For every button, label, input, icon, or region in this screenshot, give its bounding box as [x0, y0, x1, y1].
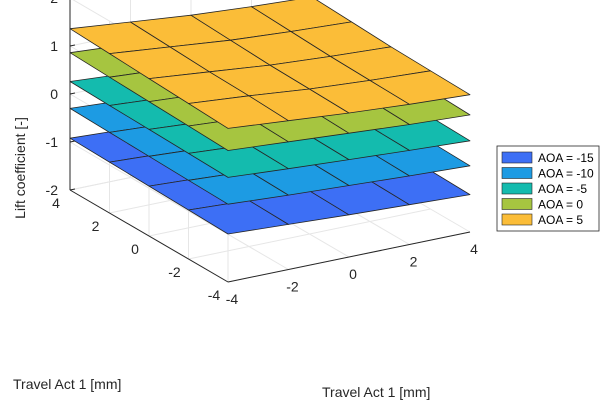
y-axis-label: Travel Act 1 [mm]	[322, 384, 430, 400]
z-axis-label: Lift coefficient [-]	[12, 117, 28, 219]
x-tick-label: 4	[470, 241, 478, 257]
grid-line	[188, 208, 431, 260]
legend-label: AOA = 0	[538, 198, 583, 212]
legend-swatch	[501, 182, 533, 195]
z-tick-mark	[69, 92, 76, 95]
legend-label: AOA = -10	[538, 167, 594, 181]
z-tick-mark	[69, 44, 76, 47]
y-tick-label: 4	[52, 195, 60, 211]
y-tick-label: -2	[168, 264, 181, 280]
x-tick-label: 2	[410, 254, 418, 270]
surface-series-4	[69, 0, 471, 129]
surface-panel	[369, 70, 471, 105]
z-tick-label: -2	[46, 182, 59, 198]
z-tick-label: -1	[46, 134, 59, 150]
z-tick-label: 0	[50, 86, 58, 102]
legend-swatch	[501, 167, 533, 179]
y-tick-label: 0	[131, 241, 139, 257]
y-tick-label: 2	[92, 218, 100, 234]
surface-plots	[69, 0, 471, 235]
legend-swatch	[501, 151, 533, 164]
z-tick-mark	[69, 188, 76, 191]
x-tick-label: -2	[286, 279, 299, 295]
x-axis-label: Travel Act 1 [mm]	[13, 376, 121, 392]
y-tick-label: -4	[208, 287, 221, 303]
axis-line	[227, 231, 471, 283]
z-tick-label: 2	[50, 0, 58, 6]
legend-label: AOA = -15	[538, 151, 594, 165]
legend-swatch	[501, 213, 533, 226]
legend-label: AOA = -5	[538, 182, 587, 196]
x-tick-label: 0	[349, 266, 357, 282]
axis-line	[69, 189, 229, 283]
legend-label: AOA = 5	[538, 213, 583, 227]
x-tick-label: -4	[226, 291, 239, 307]
z-tick-mark	[69, 140, 76, 143]
z-tick-label: 1	[50, 38, 58, 54]
axes-frame	[69, 0, 471, 283]
grid-line	[69, 141, 229, 235]
legend-swatch	[501, 198, 533, 210]
